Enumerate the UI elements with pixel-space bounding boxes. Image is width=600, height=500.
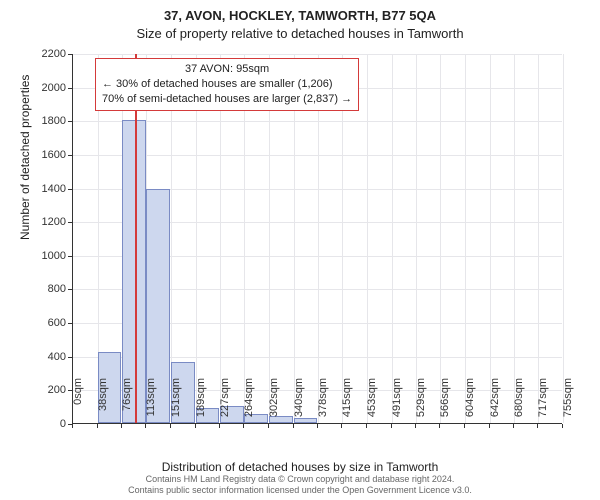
ytick-mark bbox=[68, 88, 72, 89]
xtick-label: 755sqm bbox=[562, 378, 574, 428]
ytick-mark bbox=[68, 323, 72, 324]
chart-footer: Contains HM Land Registry data © Crown c… bbox=[0, 474, 600, 496]
xtick-mark bbox=[72, 424, 73, 428]
ytick-label: 400 bbox=[16, 351, 66, 363]
xtick-label: 717sqm bbox=[537, 378, 549, 428]
chart-title-main: 37, AVON, HOCKLEY, TAMWORTH, B77 5QA bbox=[0, 8, 600, 23]
xtick-label: 604sqm bbox=[464, 378, 476, 428]
gridline-v bbox=[367, 54, 368, 423]
xtick-mark bbox=[366, 424, 367, 428]
xtick-label: 415sqm bbox=[341, 378, 353, 428]
xtick-label: 340sqm bbox=[293, 378, 305, 428]
ytick-label: 800 bbox=[16, 283, 66, 295]
xtick-label: 113sqm bbox=[145, 378, 157, 428]
ytick-mark bbox=[68, 155, 72, 156]
xtick-label: 529sqm bbox=[415, 378, 427, 428]
xtick-mark bbox=[439, 424, 440, 428]
gridline-v bbox=[416, 54, 417, 423]
gridline-v bbox=[514, 54, 515, 423]
gridline-v bbox=[440, 54, 441, 423]
xtick-label: 453sqm bbox=[366, 378, 378, 428]
xtick-label: 38sqm bbox=[97, 378, 109, 428]
chart-title-sub: Size of property relative to detached ho… bbox=[0, 26, 600, 41]
xtick-mark bbox=[317, 424, 318, 428]
ytick-label: 200 bbox=[16, 384, 66, 396]
ytick-label: 600 bbox=[16, 317, 66, 329]
ytick-label: 2200 bbox=[16, 48, 66, 60]
ytick-label: 1400 bbox=[16, 183, 66, 195]
xtick-label: 264sqm bbox=[243, 378, 255, 428]
ytick-mark bbox=[68, 54, 72, 55]
ytick-mark bbox=[68, 121, 72, 122]
xtick-mark bbox=[489, 424, 490, 428]
xtick-mark bbox=[219, 424, 220, 428]
footer-line-1: Contains HM Land Registry data © Crown c… bbox=[0, 474, 600, 485]
annotation-line2: ← 30% of detached houses are smaller (1,… bbox=[102, 77, 352, 92]
xtick-mark bbox=[537, 424, 538, 428]
xtick-mark bbox=[513, 424, 514, 428]
xtick-mark bbox=[195, 424, 196, 428]
xtick-label: 76sqm bbox=[121, 378, 133, 428]
xtick-mark bbox=[341, 424, 342, 428]
xtick-mark bbox=[391, 424, 392, 428]
x-axis-label: Distribution of detached houses by size … bbox=[0, 460, 600, 474]
ytick-mark bbox=[68, 289, 72, 290]
ytick-label: 1200 bbox=[16, 216, 66, 228]
annotation-line3: 70% of semi-detached houses are larger (… bbox=[102, 92, 352, 107]
annotation-line1: 37 AVON: 95sqm bbox=[102, 62, 352, 77]
ytick-mark bbox=[68, 189, 72, 190]
ytick-label: 0 bbox=[16, 418, 66, 430]
xtick-mark bbox=[293, 424, 294, 428]
xtick-label: 151sqm bbox=[170, 378, 182, 428]
gridline-v bbox=[563, 54, 564, 423]
xtick-mark bbox=[97, 424, 98, 428]
ytick-label: 1600 bbox=[16, 149, 66, 161]
xtick-mark bbox=[243, 424, 244, 428]
xtick-label: 491sqm bbox=[391, 378, 403, 428]
annotation-box: 37 AVON: 95sqm← 30% of detached houses a… bbox=[95, 58, 359, 111]
xtick-label: 189sqm bbox=[195, 378, 207, 428]
plot-area: 37 AVON: 95sqm← 30% of detached houses a… bbox=[72, 54, 562, 424]
ytick-mark bbox=[68, 357, 72, 358]
xtick-label: 378sqm bbox=[317, 378, 329, 428]
ytick-label: 1800 bbox=[16, 115, 66, 127]
xtick-label: 642sqm bbox=[489, 378, 501, 428]
ytick-label: 2000 bbox=[16, 82, 66, 94]
ytick-label: 1000 bbox=[16, 250, 66, 262]
xtick-mark bbox=[121, 424, 122, 428]
gridline-v bbox=[465, 54, 466, 423]
xtick-label: 566sqm bbox=[439, 378, 451, 428]
xtick-label: 680sqm bbox=[513, 378, 525, 428]
footer-line-2: Contains public sector information licen… bbox=[0, 485, 600, 496]
xtick-label: 0sqm bbox=[72, 378, 84, 428]
gridline-v bbox=[490, 54, 491, 423]
ytick-mark bbox=[68, 222, 72, 223]
xtick-mark bbox=[464, 424, 465, 428]
xtick-mark bbox=[415, 424, 416, 428]
xtick-mark bbox=[145, 424, 146, 428]
ytick-mark bbox=[68, 256, 72, 257]
gridline-v bbox=[538, 54, 539, 423]
xtick-mark bbox=[268, 424, 269, 428]
gridline-v bbox=[392, 54, 393, 423]
xtick-label: 227sqm bbox=[219, 378, 231, 428]
xtick-label: 302sqm bbox=[268, 378, 280, 428]
xtick-mark bbox=[562, 424, 563, 428]
xtick-mark bbox=[170, 424, 171, 428]
